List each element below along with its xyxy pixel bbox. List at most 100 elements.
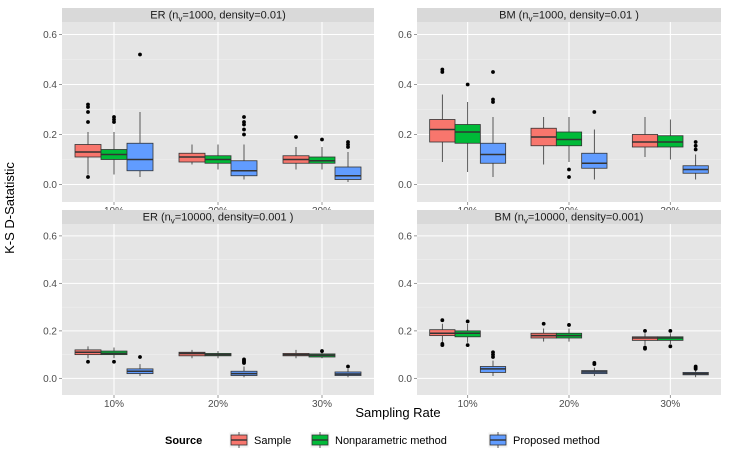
box-proposed-method-30pct [334,364,362,378]
y-axis-title: K-S D-Satatistic [2,162,17,254]
outlier-point [86,110,90,114]
box-nonparametric-method-20pct [555,117,583,179]
facet-title: ER (nv=1000, density=0.01) [150,10,285,24]
box-sample-10pct [429,318,456,348]
outlier-point [440,342,445,346]
outlier-point [112,115,116,119]
y-tick-label: 0.4 [43,80,57,91]
outlier-point [693,140,698,144]
y-tick-label: 0.6 [43,30,57,41]
outlier-point [320,137,324,142]
box-body [631,134,659,148]
box-nonparametric-method-10pct [100,347,128,364]
legend-key-proposed-method [487,431,509,449]
legend-key-sample [228,431,250,449]
box-body [581,152,608,169]
box-proposed-method-30pct [682,364,709,378]
legend-title: Source [165,435,202,447]
outlier-point [567,323,571,327]
outlier-point [242,132,246,137]
outlier-point [86,120,90,124]
box-proposed-method-20pct [230,357,258,378]
facet-strip [62,210,374,224]
x-tick-label: 20% [208,399,228,410]
x-tick-label: 10% [104,399,124,410]
box-sample-30pct [631,328,659,351]
outlier-point [491,350,495,355]
facet-strip [417,210,721,224]
legend: Source Sample Nonparametric method Proposed… [165,431,600,449]
box-body [429,119,456,143]
outlier-point [668,344,673,349]
outlier-point [643,328,647,333]
y-tick-label: 0.0 [398,374,412,385]
facet-title: BM (nv=10000, density=0.001) [495,212,644,226]
y-tick-label: 0.2 [43,326,57,337]
outlier-point [693,147,698,152]
outlier-point [592,361,597,365]
outlier-point [491,70,495,74]
outlier-point [693,143,698,148]
x-tick-label: 20% [559,399,579,410]
y-tick-label: 0.4 [43,279,57,290]
legend-label: Sample [254,435,291,447]
box-sample-10pct [429,67,456,162]
box-proposed-method-30pct [334,140,362,182]
box-body [479,142,507,164]
y-tick-label: 0.2 [398,130,412,141]
outlier-point [567,175,571,179]
box-nonparametric-method-10pct [454,319,481,348]
legend-label: Proposed method [513,435,600,447]
outlier-point [643,345,647,350]
y-tick-label: 0.4 [398,80,412,91]
outlier-point [346,140,350,144]
outlier-point [138,52,142,57]
box-sample-10pct [74,102,102,179]
box-nonparametric-method-10pct [454,82,481,172]
outlier-point [320,349,324,353]
outlier-point [465,343,470,348]
facet-strip [62,8,374,22]
outlier-point [693,364,698,369]
y-tick-label: 0.0 [398,180,412,191]
box-proposed-method-10pct [479,350,507,376]
facet-title: ER (nv=10000, density=0.001 ) [143,212,294,226]
box-proposed-method-20pct [581,110,608,180]
box-proposed-method-30pct [682,140,709,180]
box-nonparametric-method-20pct [204,144,232,170]
box-body [334,166,362,180]
box-proposed-method-10pct [126,355,154,376]
outlier-point [242,357,246,362]
outlier-point [242,120,246,124]
y-tick-label: 0.6 [43,231,57,242]
outlier-point [440,67,445,72]
box-body [230,160,258,177]
outlier-point [242,127,246,132]
y-tick-label: 0.4 [398,279,412,290]
box-body [74,144,102,158]
outlier-point [567,167,571,172]
outlier-point [541,321,546,326]
x-tick-label: 30% [660,399,680,410]
y-tick-label: 0.6 [398,231,412,242]
outlier-point [491,97,495,102]
box-proposed-method-20pct [230,115,258,180]
box-proposed-method-10pct [479,70,507,177]
y-tick-label: 0.2 [398,326,412,337]
box-nonparametric-method-30pct [657,119,684,160]
box-nonparametric-method-30pct [308,137,336,170]
legend-label: Nonparametric method [335,435,447,447]
panels-layer: ER (nv=1000, density=0.01) 0.0 0.2 0.4 0.6 10… [43,8,721,410]
facet-panel-2: BM (nv=1000, density=0.01 )0.00.20.40.61… [398,8,721,217]
outlier-point [592,110,597,114]
outlier-point [86,175,90,179]
legend-key-nonparametric-method [309,431,331,449]
outlier-point [138,355,142,359]
box-nonparametric-method-30pct [657,328,684,349]
x-axis-title: Sampling Rate [355,405,440,420]
facet-panel-1: ER (nv=1000, density=0.01)0.00.20.40.610… [43,8,374,217]
outlier-point [465,319,470,324]
facet-panel-3: ER (nv=10000, density=0.001 ) 0.0 0.2 0.4 0.… [43,210,374,410]
box-proposed-method-10pct [126,52,154,177]
box-proposed-method-20pct [581,361,608,376]
